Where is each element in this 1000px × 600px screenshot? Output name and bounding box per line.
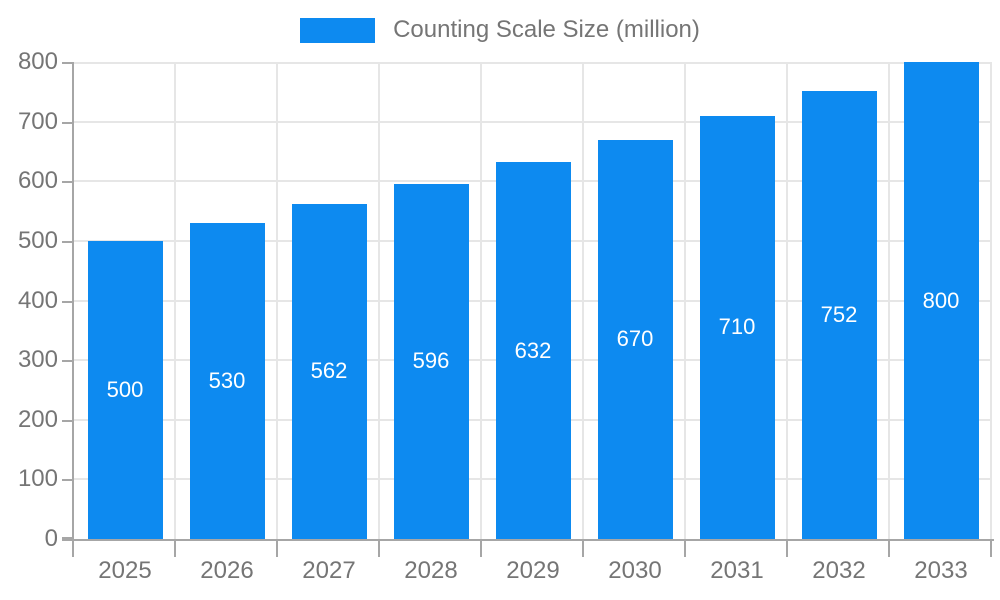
y-axis-label: 200 — [17, 405, 58, 433]
x-axis-label: 2029 — [506, 557, 560, 584]
bar-value-label: 530 — [208, 368, 246, 393]
x-axis-tick — [888, 541, 890, 557]
y-axis-tick — [62, 300, 72, 303]
gridline-vertical — [990, 62, 992, 539]
x-axis-tick — [378, 541, 380, 557]
bar-value-label: 752 — [820, 301, 858, 327]
y-axis-tick — [62, 121, 72, 124]
gridline-vertical — [480, 62, 482, 539]
x-axis-tick — [276, 541, 278, 557]
plot-area: 0 100 200 300 400 500 600 700 800 500 2025 530 2026 5… — [18, 50, 994, 583]
bar-2030[interactable]: 670 — [597, 139, 673, 539]
gridline-vertical — [888, 62, 890, 539]
y-axis-label: 400 — [17, 286, 58, 314]
y-axis-tick — [62, 240, 72, 243]
gridline-horizontal — [74, 62, 992, 64]
y-axis-label: 800 — [17, 48, 58, 75]
gridline-vertical — [378, 62, 380, 539]
y-axis-tick — [62, 62, 72, 64]
bar-2032[interactable]: 752 — [801, 90, 877, 539]
bar-value-label: 710 — [718, 314, 756, 340]
bar-value-label: 562 — [310, 358, 348, 384]
bar-value-label: 670 — [616, 326, 654, 352]
x-axis-label: 2026 — [200, 557, 254, 584]
bar-value-label: 500 — [106, 376, 144, 402]
gridline-vertical — [684, 62, 686, 539]
x-axis-tick — [582, 541, 584, 557]
y-axis-tick — [62, 360, 72, 363]
x-axis-label: 2025 — [98, 557, 152, 584]
y-axis-tick — [62, 181, 72, 184]
x-axis-label: 2031 — [710, 557, 764, 584]
x-axis-tick — [72, 541, 74, 557]
gridline-vertical — [786, 62, 788, 539]
bar-value-label: 632 — [514, 337, 552, 363]
y-axis-label: 600 — [17, 167, 58, 195]
y-axis-label: 300 — [17, 346, 58, 374]
gridline-vertical — [276, 62, 278, 539]
y-axis-label: 0 — [44, 525, 58, 552]
bar-2033[interactable]: 800 — [903, 62, 979, 539]
bar-2028[interactable]: 596 — [393, 183, 469, 539]
x-axis-label: 2028 — [404, 557, 458, 584]
x-axis-tick — [480, 541, 482, 557]
y-axis-label: 500 — [17, 226, 58, 254]
x-axis-label: 2033 — [914, 557, 968, 584]
gridline-vertical — [582, 62, 584, 539]
x-axis-label: 2027 — [302, 557, 356, 584]
legend-label: Counting Scale Size (million) — [393, 16, 700, 43]
bar-value-label: 596 — [412, 348, 450, 374]
x-axis-tick — [684, 541, 686, 557]
gridline-vertical — [174, 62, 176, 539]
y-axis-label: 100 — [17, 465, 58, 493]
bar-2025[interactable]: 500 — [87, 240, 163, 539]
x-axis-tick — [990, 541, 992, 557]
bar-value-label: 800 — [922, 287, 960, 313]
bar-2026[interactable]: 530 — [189, 223, 265, 539]
legend-swatch[interactable] — [300, 17, 376, 43]
y-axis-line — [72, 62, 74, 541]
bar-2027[interactable]: 562 — [291, 203, 367, 539]
x-axis-line — [62, 539, 994, 541]
x-axis-tick — [174, 541, 176, 557]
gridline-horizontal — [74, 120, 992, 123]
legend[interactable]: Counting Scale Size (million) — [0, 16, 1000, 44]
y-axis-label: 700 — [17, 107, 58, 135]
x-axis-tick — [786, 541, 788, 557]
y-axis-tick — [62, 419, 72, 422]
x-axis-label: 2030 — [608, 557, 662, 584]
y-axis-tick — [62, 537, 72, 539]
bar-2031[interactable]: 710 — [699, 115, 775, 539]
y-axis-tick — [62, 479, 72, 482]
x-axis-label: 2032 — [812, 557, 866, 584]
bar-2029[interactable]: 632 — [495, 162, 571, 539]
